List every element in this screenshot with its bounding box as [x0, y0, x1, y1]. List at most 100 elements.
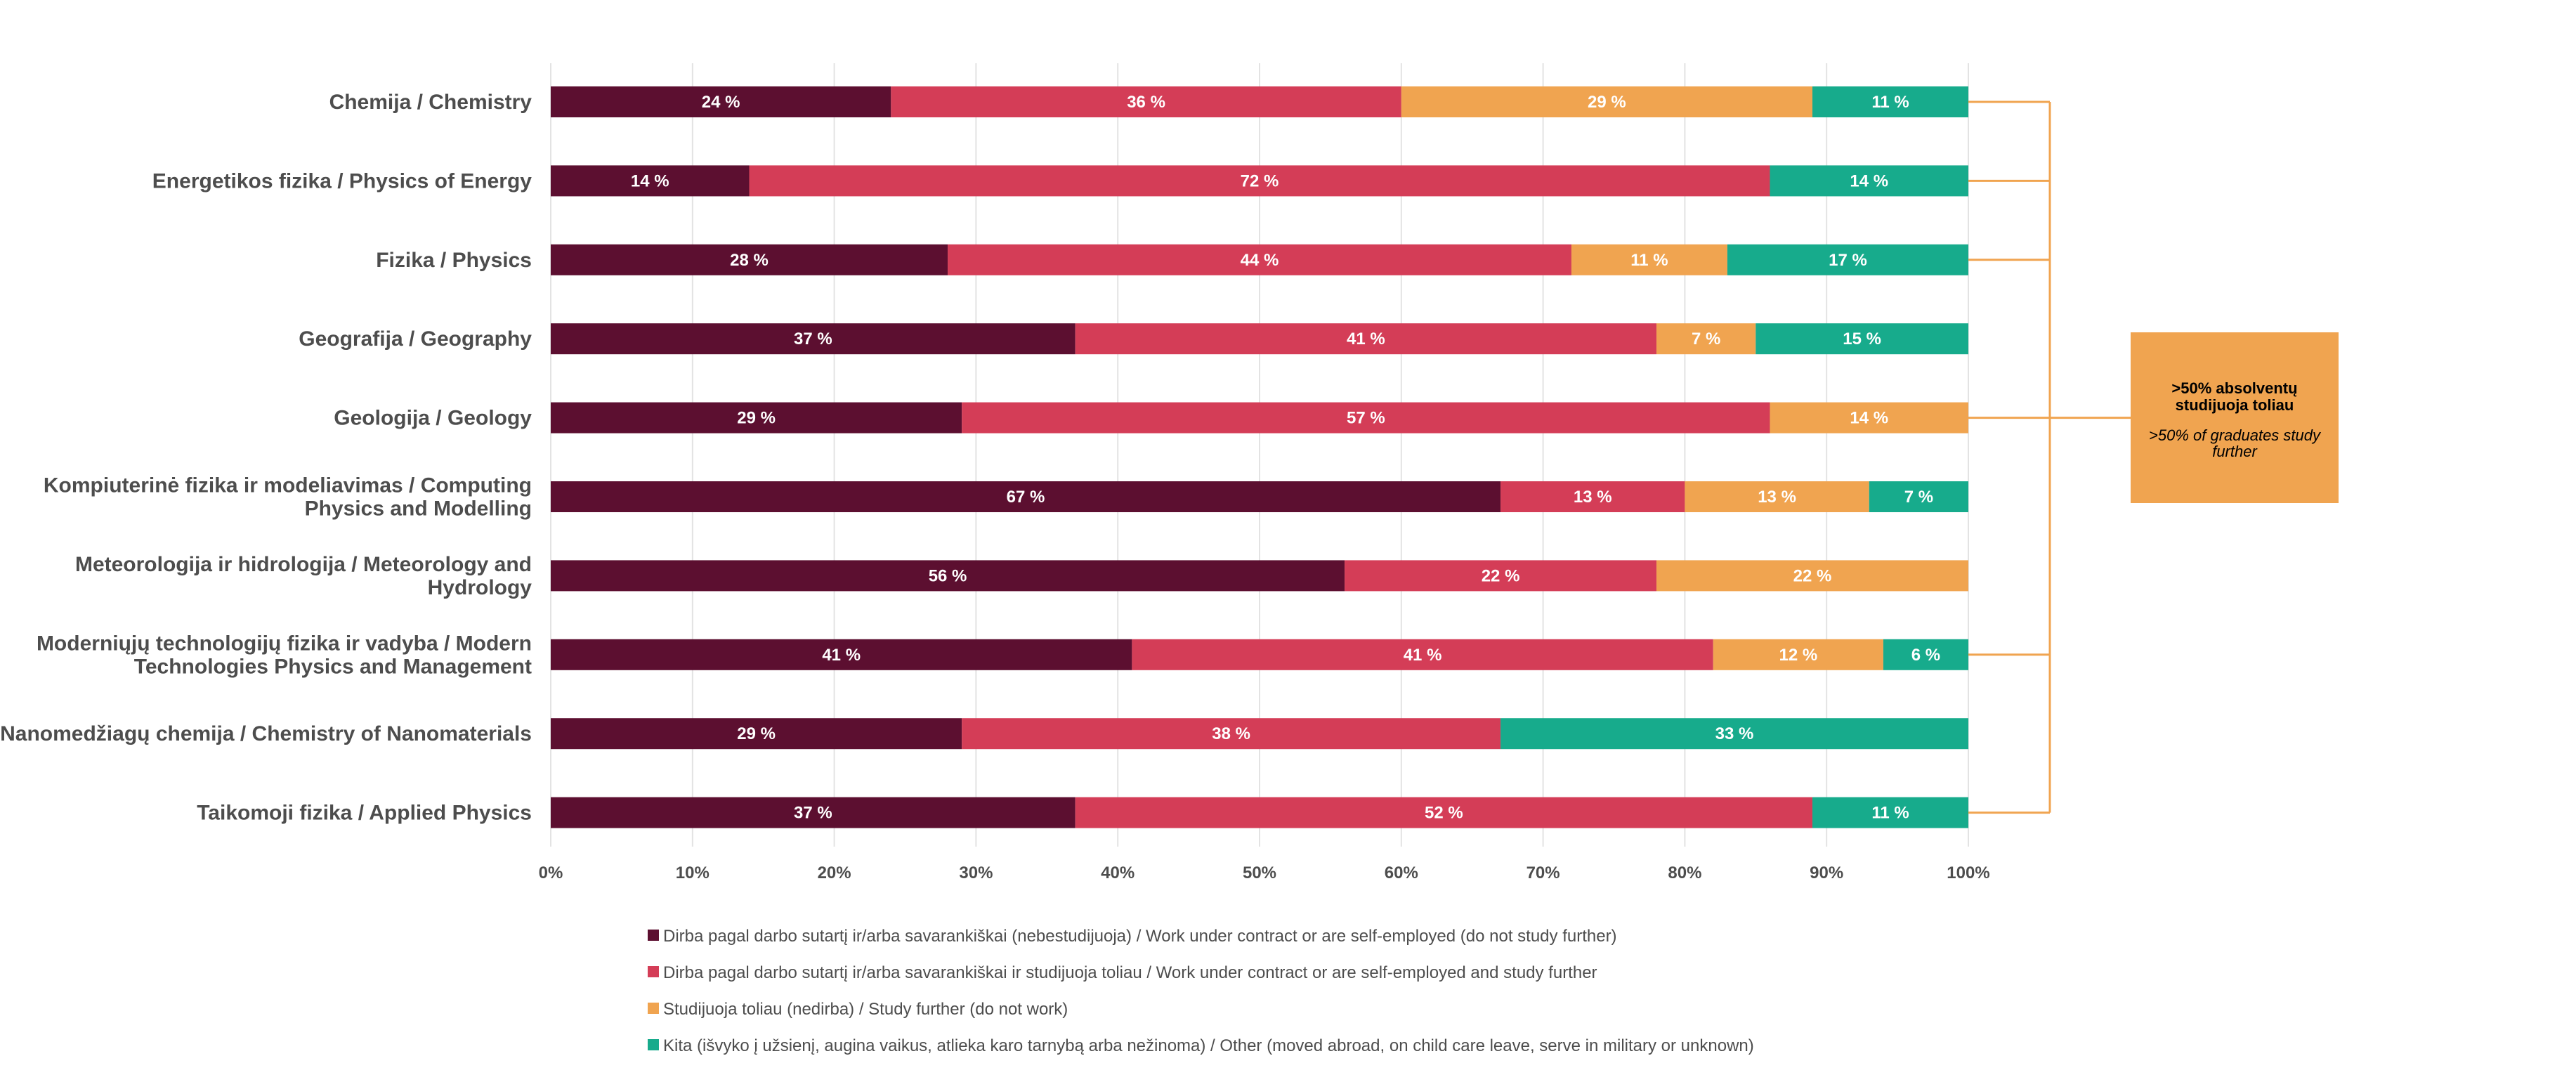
data-label: 44 %: [1241, 251, 1279, 270]
legend-swatch: [648, 930, 659, 941]
data-label: 29 %: [737, 724, 776, 743]
legend-label: Dirba pagal darbo sutartį ir/arba savara…: [663, 927, 1617, 946]
bar-segment: [1401, 86, 1813, 117]
category-label: Kompiuterinė fizika ir modeliavimas / Co…: [44, 474, 532, 497]
x-tick-label: 70%: [1526, 863, 1560, 882]
data-label: 7 %: [1904, 488, 1933, 507]
data-label: 22 %: [1482, 566, 1520, 585]
callout-text: studijuoja toliau: [2176, 396, 2294, 414]
category-label: Moderniųjų technologijų fizika ir vadyba…: [37, 632, 532, 655]
bar-segment: [1656, 560, 1968, 592]
bar-segment: [962, 402, 1770, 434]
callout-text: further: [2212, 443, 2258, 460]
category-label: Chemija / Chemistry: [329, 91, 532, 114]
bar-segment: [962, 718, 1501, 750]
bar-segment: [1345, 560, 1657, 592]
bar-segment: [1075, 323, 1657, 355]
legend-swatch: [648, 966, 659, 977]
x-tick-label: 0%: [539, 863, 563, 882]
data-label: 12 %: [1779, 646, 1817, 665]
legend-label: Dirba pagal darbo sutartį ir/arba savara…: [663, 963, 1597, 982]
category-label: Geografija / Geography: [299, 327, 532, 351]
legend-label: Kita (išvyko į užsienį, augina vaikus, a…: [663, 1036, 1754, 1055]
data-label: 17 %: [1829, 251, 1867, 270]
category-label: Energetikos fizika / Physics of Energy: [152, 169, 532, 193]
bar-segment: [1812, 797, 1968, 828]
legend-swatch: [648, 1003, 659, 1014]
data-label: 57 %: [1347, 409, 1385, 428]
bar-segment: [1656, 323, 1756, 355]
data-label: 41 %: [1404, 646, 1442, 665]
data-label: 11 %: [1871, 93, 1909, 112]
data-label: 37 %: [794, 804, 832, 823]
x-tick-label: 20%: [818, 863, 851, 882]
data-label: 37 %: [794, 330, 832, 348]
bar-segment: [1501, 481, 1685, 512]
x-tick-label: 100%: [1947, 863, 1989, 882]
data-label: 14 %: [1850, 409, 1888, 428]
data-label: 14 %: [631, 171, 669, 190]
x-tick-label: 30%: [959, 863, 993, 882]
legend: Dirba pagal darbo sutartį ir/arba savara…: [648, 927, 1754, 1055]
data-label: 56 %: [929, 566, 967, 585]
bar-segment: [551, 639, 1132, 670]
bar-segment: [551, 323, 1075, 355]
bar-segment: [1727, 244, 1968, 275]
data-label: 52 %: [1425, 804, 1463, 823]
bar-segment: [551, 86, 891, 117]
data-label: 13 %: [1574, 488, 1612, 507]
x-tick-label: 50%: [1243, 863, 1276, 882]
bar-segment: [1812, 86, 1968, 117]
category-label: Physics and Modelling: [305, 497, 532, 521]
category-label: Nanomedžiagų chemija / Chemistry of Nano…: [0, 722, 532, 745]
x-tick-label: 40%: [1101, 863, 1135, 882]
data-label: 11 %: [1630, 251, 1668, 270]
bar-segment: [1685, 481, 1869, 512]
data-label: 22 %: [1793, 566, 1832, 585]
bar-segment: [749, 165, 1770, 197]
bar-segment: [1869, 481, 1968, 512]
bar-segment: [551, 402, 962, 434]
data-label: 11 %: [1871, 804, 1909, 823]
callout-background: [2131, 332, 2339, 503]
bars: 24 % 36 % 29 % 11 % 14 % 72 % 14 % 28 % 44 % 11 %…: [551, 86, 1968, 828]
category-labels: Chemija / Chemistry Energetikos fizika / …: [0, 91, 532, 825]
data-label: 28 %: [730, 251, 769, 270]
bar-segment: [1501, 718, 1968, 750]
data-label: 36 %: [1127, 93, 1165, 112]
x-axis-ticks: 0% 10% 20% 30% 40% 50% 60% 70% 80% 90% 100%: [539, 863, 1990, 882]
bar-segment: [1883, 639, 1968, 670]
category-label: Geologija / Geology: [334, 407, 532, 430]
data-label: 33 %: [1715, 724, 1754, 743]
data-label: 29 %: [1588, 93, 1626, 112]
data-label: 6 %: [1911, 646, 1940, 665]
data-label: 7 %: [1692, 330, 1720, 348]
bar-segment: [1571, 244, 1727, 275]
x-tick-label: 90%: [1810, 863, 1843, 882]
callout-text: >50% absolventų: [2171, 379, 2297, 397]
data-label: 14 %: [1850, 171, 1888, 190]
data-label: 13 %: [1758, 488, 1796, 507]
x-tick-label: 10%: [676, 863, 710, 882]
bar-segment: [1132, 639, 1713, 670]
legend-label: Studijuoja toliau (nedirba) / Study furt…: [663, 1000, 1068, 1019]
bar-segment: [1075, 797, 1813, 828]
bar-segment: [551, 165, 750, 197]
bar-segment: [551, 244, 948, 275]
category-label: Meteorologija ir hidrologija / Meteorolo…: [75, 553, 532, 576]
category-label: Taikomoji fizika / Applied Physics: [197, 802, 532, 825]
bar-segment: [551, 481, 1501, 512]
bar-segment: [551, 797, 1075, 828]
bar-segment: [948, 244, 1571, 275]
bar-segment: [1770, 165, 1968, 197]
legend-swatch: [648, 1039, 659, 1050]
bar-segment: [551, 560, 1345, 592]
callout-text: >50% of graduates study: [2149, 426, 2322, 444]
bar-segment: [551, 718, 962, 750]
bar-segment: [1756, 323, 1968, 355]
data-label: 72 %: [1241, 171, 1279, 190]
data-label: 41 %: [1347, 330, 1385, 348]
